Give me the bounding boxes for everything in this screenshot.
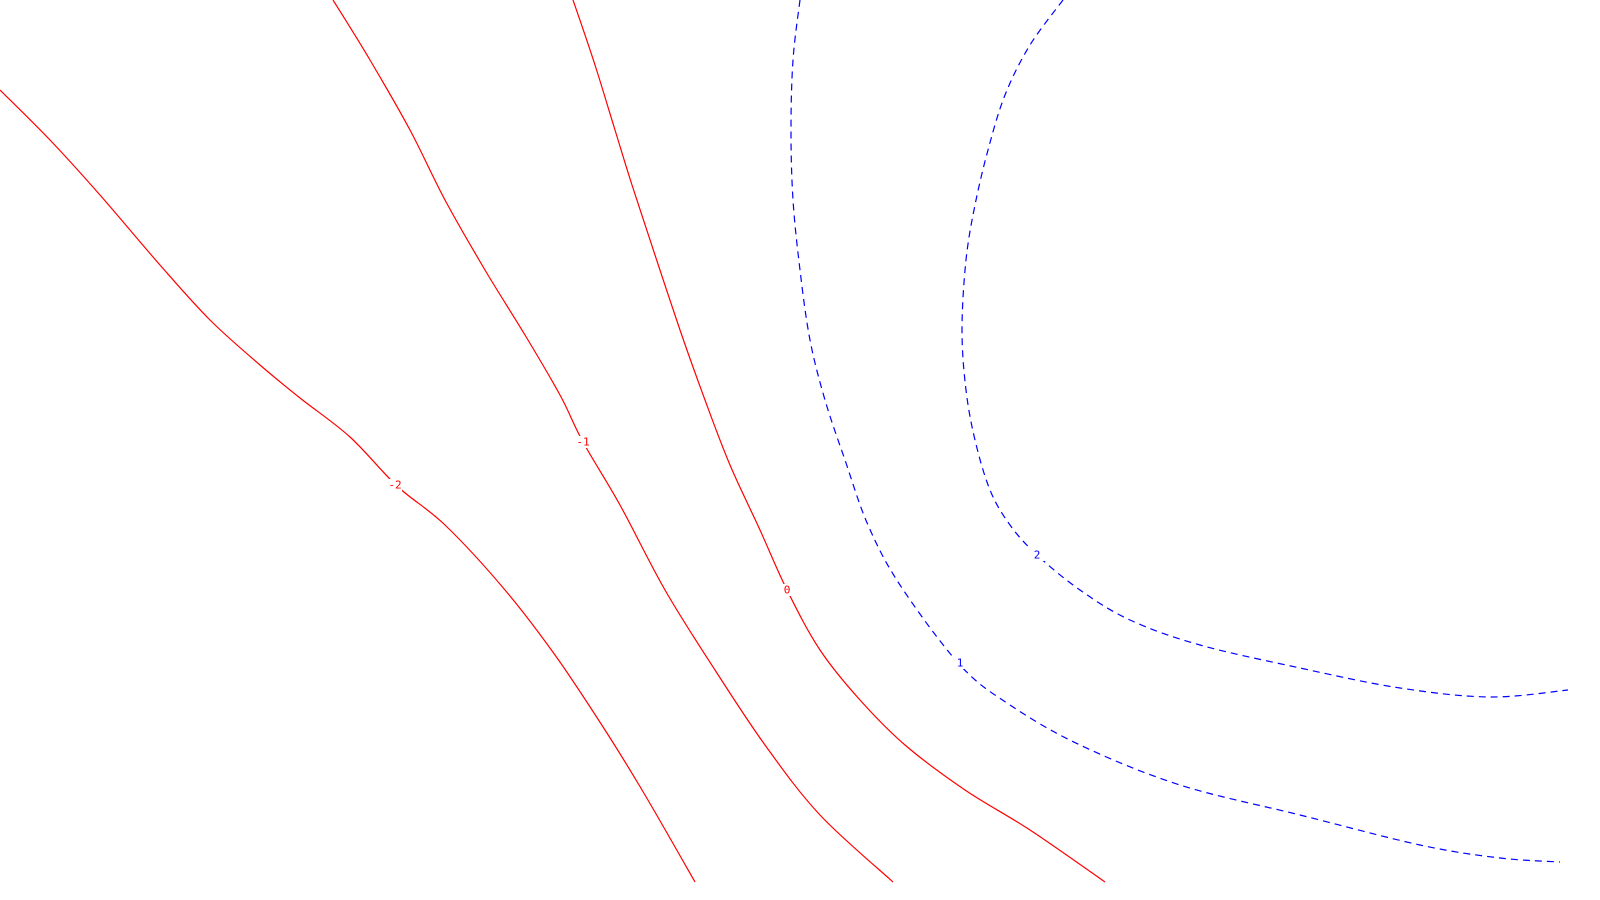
contour-line-level-1 — [790, 0, 1561, 863]
contour-label-background — [953, 657, 967, 669]
contour-line-level-0 — [572, 0, 1106, 883]
contour-line-level-2 — [961, 0, 1569, 698]
contour-label: 0 — [784, 584, 791, 597]
contour-label-background — [576, 436, 590, 448]
contour-label: 2 — [1034, 549, 1041, 562]
contour-label-background — [1030, 549, 1044, 561]
contour-line-level-neg2 — [0, 89, 696, 883]
contour-labels: -2 -1 0 1 2 — [388, 436, 1044, 670]
contour-label-background — [780, 584, 794, 596]
contour-label: -2 — [388, 479, 401, 492]
contour-line-level-neg1 — [332, 0, 894, 883]
contour-lines — [0, 0, 1569, 883]
contour-label: 1 — [957, 657, 964, 670]
contour-label: -1 — [576, 436, 589, 449]
contour-label-background — [388, 479, 402, 491]
